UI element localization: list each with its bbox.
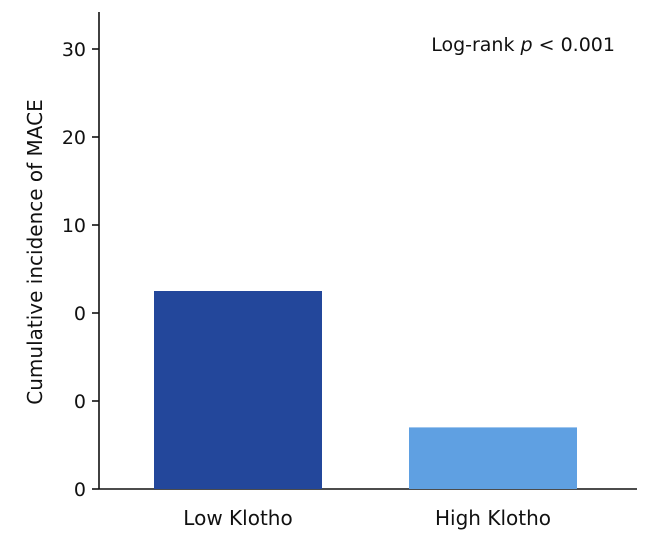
y-tick-label: 0 [74, 479, 86, 501]
bar-high-klotho [409, 427, 577, 489]
y-tick-label: 30 [62, 39, 86, 61]
y-tick-label: 10 [62, 215, 86, 237]
log-rank-annotation: Log-rank p < 0.001 [431, 34, 615, 56]
y-axis-title: Cumulative incidence of MACE [23, 99, 47, 404]
annotation-suffix: < 0.001 [533, 34, 615, 56]
y-axis-ticks: 0 0 0 10 20 30 [62, 39, 99, 501]
annotation-prefix: Log-rank [431, 34, 520, 56]
x-category-label: Low Klotho [183, 506, 292, 530]
y-tick-label: 20 [62, 127, 86, 149]
x-category-label: High Klotho [435, 506, 551, 530]
y-tick-label: 0 [74, 391, 86, 413]
bar-low-klotho [154, 291, 322, 489]
annotation-p: p [520, 34, 533, 56]
y-tick-label: 0 [74, 303, 86, 325]
